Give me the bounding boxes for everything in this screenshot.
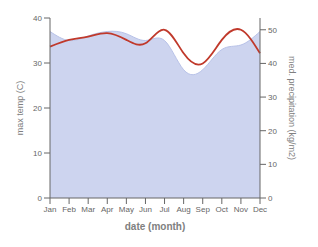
svg-text:max temp (C): max temp (C)	[15, 81, 25, 136]
svg-text:20: 20	[33, 104, 42, 113]
svg-text:Jan: Jan	[44, 205, 57, 214]
svg-text:20: 20	[268, 127, 277, 136]
svg-text:10: 10	[268, 160, 277, 169]
svg-text:Dec: Dec	[253, 205, 267, 214]
svg-text:40: 40	[33, 14, 42, 23]
svg-text:40: 40	[268, 59, 277, 68]
svg-text:10: 10	[33, 149, 42, 158]
svg-text:Feb: Feb	[62, 205, 76, 214]
svg-text:date (month): date (month)	[125, 221, 186, 232]
svg-text:Jun: Jun	[139, 205, 152, 214]
svg-text:Jul: Jul	[159, 205, 169, 214]
svg-text:Aug: Aug	[177, 205, 191, 214]
svg-text:0: 0	[268, 194, 273, 203]
svg-text:Apr: Apr	[101, 205, 114, 214]
svg-text:med. precipitation (kg/m2): med. precipitation (kg/m2)	[287, 56, 297, 160]
svg-text:0: 0	[38, 194, 43, 203]
svg-text:50: 50	[268, 26, 277, 35]
svg-text:30: 30	[33, 59, 42, 68]
svg-text:30: 30	[268, 93, 277, 102]
svg-text:Mar: Mar	[81, 205, 95, 214]
svg-text:Sep: Sep	[196, 205, 211, 214]
svg-text:May: May	[119, 205, 134, 214]
svg-text:Oct: Oct	[216, 205, 229, 214]
svg-text:Nov: Nov	[234, 205, 248, 214]
